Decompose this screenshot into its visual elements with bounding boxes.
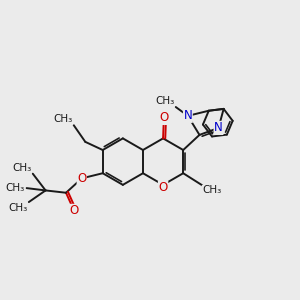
Text: O: O [159,111,169,124]
Text: N: N [214,122,223,134]
Text: CH₃: CH₃ [12,163,31,173]
Text: CH₃: CH₃ [155,96,174,106]
Text: O: O [77,172,86,185]
Text: CH₃: CH₃ [6,183,25,193]
Text: O: O [158,181,168,194]
Text: O: O [70,204,79,218]
Text: CH₃: CH₃ [54,114,73,124]
Text: CH₃: CH₃ [202,185,221,195]
Text: CH₃: CH₃ [8,203,27,213]
Text: N: N [184,109,192,122]
